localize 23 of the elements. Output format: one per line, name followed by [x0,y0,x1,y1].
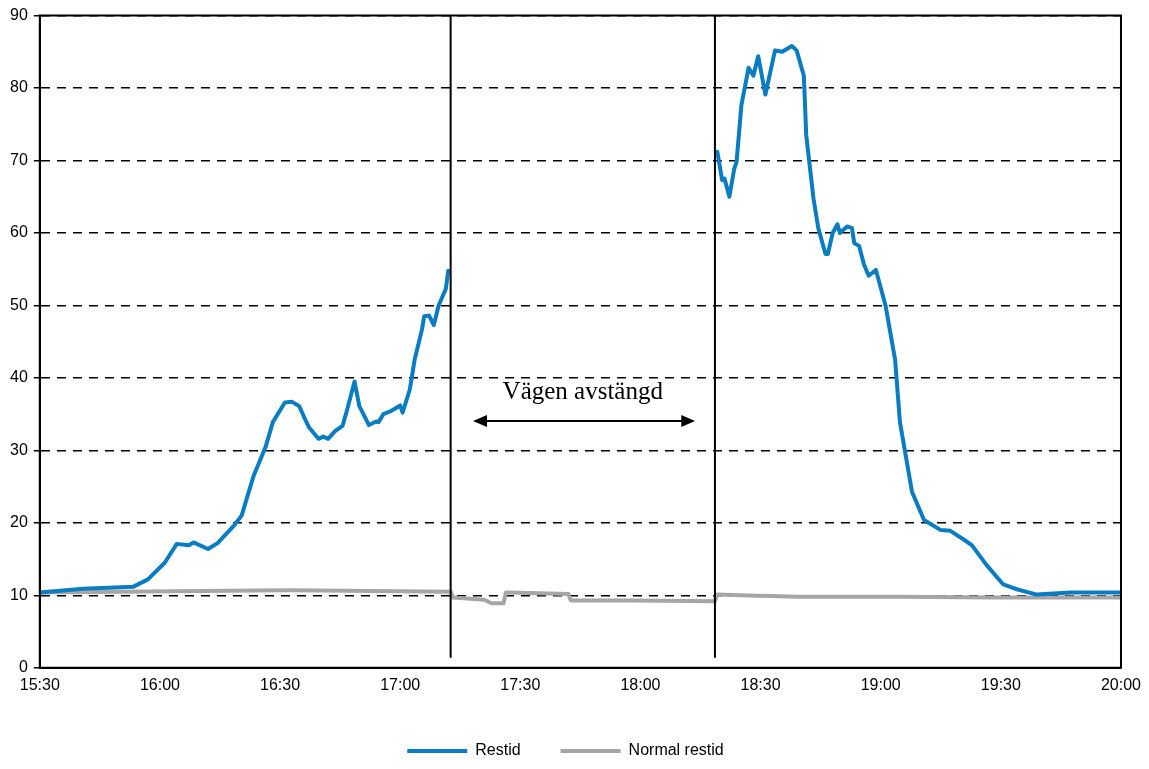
x-tick-label: 18:30 [740,675,781,693]
y-tick-label: 10 [10,585,28,603]
y-tick-label: 20 [10,513,28,531]
legend-label: Normal restid [628,741,724,759]
y-tick-label: 80 [10,78,28,96]
x-tick-label: 18:00 [620,675,661,693]
y-tick-label: 30 [10,440,28,458]
x-tick-label: 19:30 [980,675,1021,693]
x-tick-label: 17:30 [500,675,541,693]
y-tick-label: 0 [18,658,28,676]
y-tick-label: 60 [10,223,28,241]
annotation: Vägen avstängd [502,376,663,405]
y-tick-label: 40 [10,368,28,386]
y-tick-label: 90 [10,6,28,24]
x-tick-label: 16:30 [260,675,301,693]
x-tick-label: 20:00 [1100,675,1142,693]
y-tick-label: 70 [10,150,28,168]
y-tick-label: 50 [10,295,28,313]
x-tick-label: 17:00 [380,675,421,693]
x-tick-label: 15:30 [19,675,60,693]
x-tick-label: 19:00 [860,675,901,693]
legend-label: Restid [475,741,521,759]
x-tick-label: 16:00 [139,675,181,693]
